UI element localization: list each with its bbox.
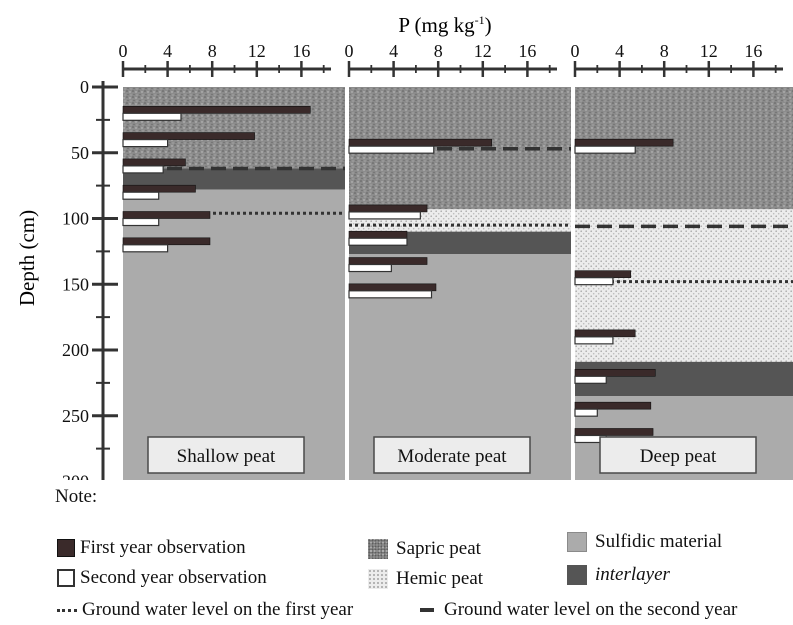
x-tick-label: 4: [615, 41, 624, 61]
y-tick-label: 150: [62, 274, 89, 294]
depth-profile-chart: P (mg kg-1) Depth (cm) Shallow peat Moder…: [15, 13, 793, 480]
panel-label: Shallow peat: [177, 446, 276, 467]
legend-gw-first: Ground water level on the first year: [57, 599, 353, 621]
panel-shallow-peat: Shallow peat: [122, 87, 345, 480]
sulfidic-swatch: [567, 532, 587, 552]
x-tick-label: 12: [700, 41, 718, 61]
panel-label-box: [373, 436, 531, 474]
x-axes: 0 4 8 12 16 0 4 8 12 16 0 4 8 12 16: [119, 41, 783, 77]
bar-first-year: [348, 230, 408, 239]
bar-first-year: [122, 211, 211, 219]
legend-sapric: Sapric peat: [368, 538, 481, 560]
bar-first-year: [348, 204, 428, 213]
bar-first-year: [122, 132, 255, 140]
panel-moderate-peat: Moderate peat: [348, 87, 571, 480]
bar-second-year: [348, 145, 435, 154]
y-tick-label: 0: [80, 77, 89, 97]
y-tick-label: 200: [62, 340, 89, 360]
legend-second-year-label: Second year observation: [80, 567, 267, 588]
legend-note: Note: First year observation Second year…: [0, 478, 793, 625]
x-tick-label: 8: [660, 41, 669, 61]
first-year-swatch: [57, 539, 75, 557]
bar-second-year: [348, 237, 408, 246]
dash-line-icon: [420, 608, 434, 612]
legend-first-year-label: First year observation: [80, 537, 246, 558]
panel-label: Deep peat: [640, 446, 717, 467]
x-tick-label: 8: [208, 41, 217, 61]
legend-second-year: Second year observation: [57, 567, 267, 589]
y-tick-label: 250: [62, 406, 89, 426]
panel-label-box: [599, 436, 757, 474]
hemic-swatch: [368, 569, 388, 589]
x-tick-label: 12: [248, 41, 266, 61]
x-tick-label: 0: [345, 41, 354, 61]
panel-label-box: [147, 436, 305, 474]
y-tick-label: 50: [71, 143, 89, 163]
x-axis-title: P (mg kg-1): [398, 13, 491, 37]
bar-first-year: [348, 283, 437, 292]
panel-deep-peat: Deep peat: [574, 87, 793, 480]
bar-first-year: [348, 257, 428, 265]
panels-layer: Shallow peat Moderate peat Deep peat: [122, 87, 793, 480]
x-tick-label: 4: [389, 41, 398, 61]
panel-label: Moderate peat: [397, 446, 507, 467]
bar-second-year: [348, 263, 392, 273]
bar-first-year: [574, 329, 636, 338]
legend-hemic-label: Hemic peat: [396, 568, 484, 589]
legend-interlayer: interlayer: [567, 564, 670, 586]
x-tick-label: 12: [474, 41, 492, 61]
bar-second-year: [574, 145, 636, 154]
bar-first-year: [574, 270, 632, 278]
legend-gw-second-label: Ground water level on the second year: [444, 599, 738, 620]
note-title: Note:: [55, 486, 98, 507]
bar-second-year: [122, 139, 169, 148]
bar-second-year: [122, 112, 182, 121]
bar-first-year: [122, 106, 311, 114]
x-tick-label: 16: [518, 41, 536, 61]
bar-first-year: [574, 401, 652, 410]
legend-first-year: First year observation: [57, 537, 246, 559]
layer-interlayer: [575, 361, 793, 397]
bar-second-year: [122, 244, 169, 253]
y-tick-label: 300: [62, 472, 89, 481]
second-year-swatch: [57, 569, 75, 587]
legend-sapric-label: Sapric peat: [396, 538, 481, 559]
legend-gw-first-label: Ground water level on the first year: [82, 599, 354, 620]
x-tick-label: 4: [163, 41, 172, 61]
legend-interlayer-label: interlayer: [595, 564, 670, 585]
bar-second-year: [574, 336, 614, 345]
bar-first-year: [122, 237, 211, 246]
x-tick-label: 0: [571, 41, 580, 61]
bar-first-year: [574, 138, 674, 147]
bar-second-year: [348, 290, 433, 299]
bar-second-year: [122, 191, 160, 200]
layer-interlayer: [123, 168, 345, 190]
y-tick-label: 100: [62, 209, 89, 229]
y-axis-title: Depth (cm): [15, 210, 39, 306]
legend-sulfidic: Sulfidic material: [567, 531, 722, 553]
bar-first-year: [574, 428, 654, 436]
legend-sulfidic-label: Sulfidic material: [595, 531, 723, 552]
bar-second-year: [574, 375, 607, 384]
legend-hemic: Hemic peat: [368, 568, 483, 590]
bar-second-year: [574, 277, 614, 286]
x-tick-label: 16: [292, 41, 310, 61]
bar-first-year: [122, 158, 186, 167]
x-tick-label: 16: [744, 41, 762, 61]
legend-gw-second: Ground water level on the second year: [420, 599, 737, 621]
y-axis: 0 50 100 150 200 250 300: [62, 77, 118, 480]
interlayer-swatch: [567, 565, 587, 585]
layer-sapric: [123, 87, 345, 169]
bar-second-year: [348, 211, 421, 220]
bar-second-year: [122, 165, 164, 174]
x-tick-label: 0: [119, 41, 128, 61]
bar-second-year: [574, 408, 598, 417]
bar-second-year: [122, 217, 160, 227]
dotted-line-icon: [57, 608, 77, 612]
bar-first-year: [122, 184, 196, 193]
x-tick-label: 8: [434, 41, 443, 61]
bar-first-year: [348, 138, 493, 147]
bar-first-year: [574, 368, 656, 377]
sapric-swatch: [368, 539, 388, 559]
